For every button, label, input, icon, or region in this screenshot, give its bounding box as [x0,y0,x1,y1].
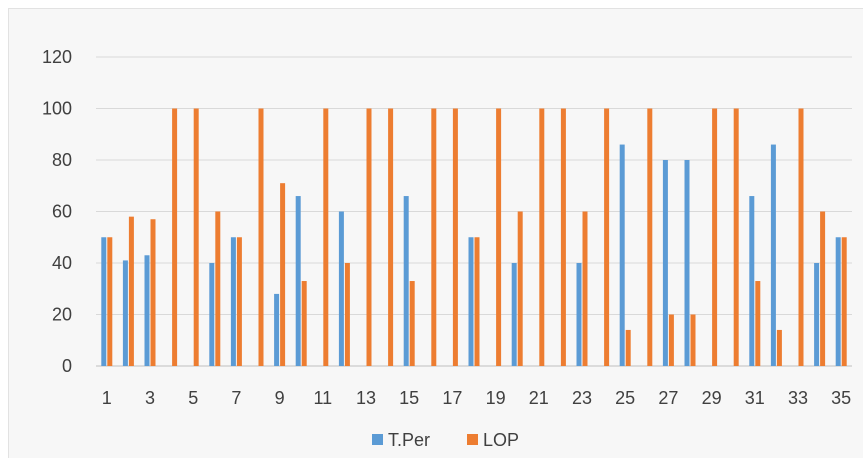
x-tick-label: 25 [615,388,635,408]
bar-lop-18 [474,237,480,366]
x-tick-label: 9 [275,388,285,408]
bar-lop-12 [344,263,350,366]
y-axis-ticks: 0 20 40 60 80 100 120 [42,47,72,376]
bar-t-per-6 [209,263,215,366]
legend-label: T.Per [388,430,430,450]
bar-lop-32 [776,329,782,366]
bar-t-per-25 [619,144,625,366]
legend-label: LOP [483,430,519,450]
x-axis-ticks: 1 3 5 7 9 11 13 15 17 19 21 23 25 27 29 31 33 35 [102,388,851,408]
legend-swatch-t-per [372,434,383,445]
x-tick-label: 29 [702,388,722,408]
x-tick-label: 15 [399,388,419,408]
x-tick-label: 27 [658,388,678,408]
bar-t-per-9 [274,293,280,366]
bar-lop-17 [452,108,458,366]
bar-t-per-7 [230,237,236,366]
bar-lop-21 [539,108,545,366]
bar-lop-29 [712,108,718,366]
bar-lop-10 [301,281,307,366]
bar-lop-5 [193,108,199,366]
bar-lop-9 [280,183,286,366]
bar-t-per-32 [770,144,776,366]
bar-lop-31 [755,281,761,366]
bar-lop-33 [798,108,804,366]
bar-lop-1 [107,237,113,366]
x-tick-label: 35 [831,388,851,408]
bar-t-per-15 [403,196,409,366]
bar-lop-11 [323,108,329,366]
bar-t-per-35 [835,237,841,366]
bar-lop-8 [258,108,264,366]
bar-lop-7 [236,237,242,366]
x-tick-label: 5 [188,388,198,408]
gridlines [96,56,852,367]
bar-lop-25 [625,329,631,366]
bar-lop-23 [582,211,588,366]
bar-t-per-34 [814,263,820,366]
bar-lop-35 [841,237,847,366]
bar-t-per-27 [662,160,668,366]
legend-swatch-lop [467,434,478,445]
bar-t-per-31 [749,196,755,366]
bar-lop-27 [668,314,674,366]
bar-lop-22 [560,108,566,366]
bar-lop-13 [366,108,372,366]
y-tick-label: 60 [52,202,72,222]
x-tick-label: 3 [145,388,155,408]
bar-lop-34 [820,211,826,366]
bar-lop-4 [172,108,178,366]
x-tick-label: 13 [356,388,376,408]
bar-lop-19 [496,108,502,366]
bar-t-per-10 [295,196,301,366]
x-tick-label: 33 [788,388,808,408]
y-tick-label: 0 [62,356,72,376]
bar-lop-20 [517,211,523,366]
bar-lop-28 [690,314,696,366]
x-tick-label: 19 [486,388,506,408]
bar-lop-15 [409,281,415,366]
legend: T.Per LOP [372,430,519,450]
x-tick-label: 31 [745,388,765,408]
bar-t-per-1 [101,237,107,366]
x-tick-label: 23 [572,388,592,408]
x-tick-label: 1 [102,388,112,408]
bar-t-per-20 [511,263,517,366]
x-tick-label: 17 [442,388,462,408]
y-tick-label: 120 [42,47,72,67]
bar-lop-30 [733,108,739,366]
y-tick-label: 20 [52,305,72,325]
y-tick-label: 80 [52,150,72,170]
bars [101,108,847,366]
x-tick-label: 7 [231,388,241,408]
bar-t-per-23 [576,263,582,366]
bar-lop-14 [388,108,394,366]
x-tick-label: 11 [313,388,332,408]
x-tick-label: 21 [529,388,549,408]
bar-t-per-12 [338,211,344,366]
bar-lop-16 [431,108,437,366]
y-tick-label: 100 [42,99,72,119]
bar-t-per-18 [468,237,474,366]
bar-lop-6 [215,211,221,366]
bar-lop-24 [604,108,610,366]
y-tick-label: 40 [52,253,72,273]
bar-t-per-28 [684,160,690,366]
bar-lop-3 [150,219,156,366]
bar-lop-26 [647,108,653,366]
bar-t-per-3 [144,255,150,366]
bar-lop-2 [128,216,134,366]
bar-t-per-2 [122,260,128,366]
